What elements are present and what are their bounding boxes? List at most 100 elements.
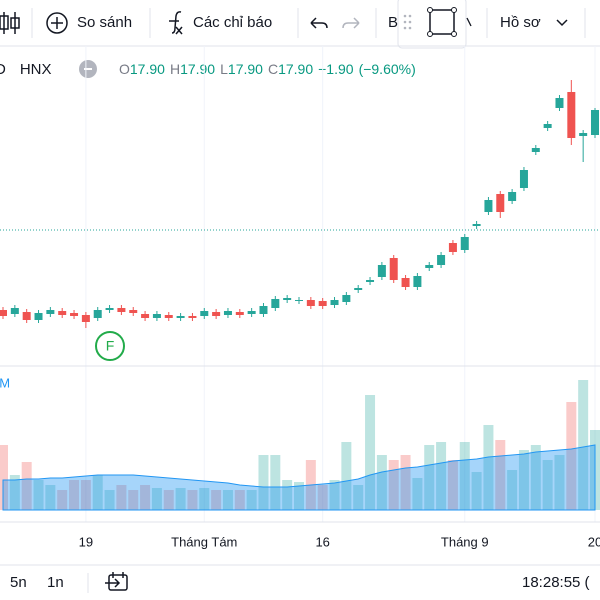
candle-body <box>508 192 517 201</box>
go-to-date-button[interactable] <box>105 572 128 591</box>
candle-body <box>484 200 493 212</box>
l-value: 17.90 <box>228 61 263 77</box>
x-tick-label: Tháng 9 <box>441 534 489 549</box>
candle-body <box>389 258 398 280</box>
candle-body <box>591 110 599 135</box>
x-tick-label: Tháng Tám <box>171 534 237 549</box>
indicators-button[interactable]: Các chỉ báo <box>169 11 272 35</box>
chart-type-button[interactable] <box>0 12 20 34</box>
volume-bar <box>436 442 447 510</box>
volume-bar <box>495 440 506 510</box>
volume-bar <box>175 488 186 510</box>
h-label: H <box>170 61 180 77</box>
b-label[interactable]: B <box>388 14 398 31</box>
x-tick-label: 19 <box>79 534 93 549</box>
volume-bar <box>459 442 470 510</box>
volume-bar <box>341 442 352 510</box>
symbol-legend: D HNX <box>0 61 52 78</box>
redo-button[interactable] <box>342 17 360 29</box>
volume-bar <box>353 485 364 510</box>
volume-bar <box>45 485 56 510</box>
volume-bar <box>116 485 127 510</box>
volume-bar <box>365 395 376 510</box>
undo-button[interactable] <box>310 17 328 29</box>
volume-bar <box>199 488 210 510</box>
volume-bar <box>530 445 541 510</box>
candle-body <box>448 243 457 252</box>
candle-body <box>34 313 43 320</box>
volume-bar <box>140 485 151 510</box>
candle-body <box>354 288 363 290</box>
compare-button[interactable]: So sánh <box>46 12 132 34</box>
candle-body <box>531 148 540 152</box>
profile-label: Hồ sơ <box>500 14 541 31</box>
candle-body <box>342 295 351 302</box>
volume-bar <box>80 480 91 510</box>
volume-bar <box>447 460 458 510</box>
candle-body <box>377 265 386 277</box>
candle-body <box>10 308 19 314</box>
rectangle-tool[interactable] <box>427 7 457 37</box>
event-marker-label: F <box>106 338 115 354</box>
x-tick-label: 20 <box>588 534 600 549</box>
volume-bar <box>9 475 20 510</box>
volume-bar <box>507 470 518 510</box>
candle-body <box>188 316 197 318</box>
candle-body <box>295 300 303 301</box>
volume-bar <box>282 480 293 510</box>
candle-body <box>212 312 221 316</box>
volume-legend: 9M <box>0 375 10 390</box>
candle-body <box>472 224 481 226</box>
o-value: 17.90 <box>130 61 165 77</box>
range-5d[interactable]: 5n <box>10 574 27 591</box>
candle-body <box>579 133 588 136</box>
volume-bar <box>412 478 423 510</box>
candle-body <box>437 255 446 265</box>
h-value: 17.90 <box>180 61 215 77</box>
volume-bar <box>222 490 233 510</box>
toolbar: So sánh Các chỉ báo B Hồ sơ <box>0 0 600 49</box>
candle-body <box>22 312 31 320</box>
volume-bar <box>518 450 529 510</box>
candle-body <box>555 98 564 108</box>
candle-body <box>259 306 268 314</box>
candle-body <box>271 299 280 308</box>
candle-body <box>460 237 469 250</box>
volume-bar <box>57 490 68 510</box>
volume-bar <box>400 455 411 510</box>
volume-bar <box>424 445 435 510</box>
candle-body <box>401 278 410 287</box>
candle-body <box>223 311 232 315</box>
candle-body <box>200 311 209 316</box>
volume-ma-area <box>2 444 596 511</box>
c-label: C <box>268 61 278 77</box>
candle-body <box>93 310 102 318</box>
candle-body <box>58 311 67 315</box>
symbol: D <box>0 61 6 78</box>
plot-area: 19 Tháng Tám 16 Tháng 9 20 <box>0 46 600 549</box>
volume-bar <box>92 475 103 510</box>
hide-legend-button[interactable] <box>79 60 97 78</box>
volume-bar <box>33 480 44 510</box>
indicators-label: Các chỉ báo <box>193 14 272 31</box>
candle-body <box>247 311 256 314</box>
volume-bar <box>554 455 565 510</box>
candle-body <box>318 301 327 306</box>
volume-bar <box>21 462 32 510</box>
candle-body <box>105 308 114 310</box>
volume-bar <box>0 445 8 510</box>
range-1d[interactable]: 1n <box>47 574 64 591</box>
volume-bar <box>294 482 304 510</box>
candle-body <box>235 312 244 315</box>
candle-body <box>117 308 126 312</box>
candle-body <box>425 265 434 268</box>
c-value: 17.90 <box>278 61 313 77</box>
candle-body <box>306 300 315 306</box>
candle-body <box>567 92 576 138</box>
exchange: HNX <box>20 61 52 78</box>
event-marker[interactable]: F <box>95 331 125 361</box>
x-tick-label: 16 <box>315 534 329 549</box>
profile-button[interactable]: Hồ sơ <box>500 14 568 31</box>
l-label: L <box>220 61 228 77</box>
